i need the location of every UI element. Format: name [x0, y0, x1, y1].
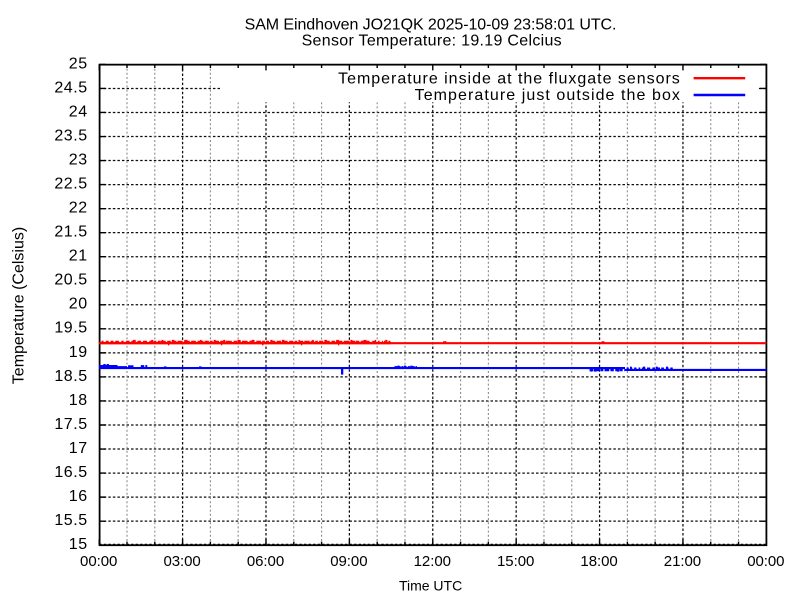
svg-text:06:00: 06:00 [247, 553, 284, 570]
svg-text:Time UTC: Time UTC [399, 578, 462, 594]
svg-text:18.5: 18.5 [54, 368, 87, 385]
svg-text:Temperature inside at the flux: Temperature inside at the fluxgate senso… [338, 70, 681, 87]
svg-text:21.5: 21.5 [54, 224, 87, 241]
svg-text:21: 21 [69, 248, 88, 265]
svg-text:09:00: 09:00 [330, 553, 367, 570]
svg-text:03:00: 03:00 [163, 553, 200, 570]
svg-text:22: 22 [69, 200, 88, 217]
svg-text:00:00: 00:00 [80, 553, 117, 570]
svg-text:24.5: 24.5 [54, 79, 87, 96]
svg-text:Sensor Temperature: 19.19 Celc: Sensor Temperature: 19.19 Celcius [302, 33, 562, 50]
svg-text:SAM Eindhoven JO21QK 2025-10-0: SAM Eindhoven JO21QK 2025-10-09 23:58:01… [245, 17, 617, 34]
svg-text:15: 15 [69, 536, 88, 553]
svg-text:12:00: 12:00 [414, 553, 451, 570]
svg-text:24: 24 [69, 103, 88, 120]
svg-text:17.5: 17.5 [54, 416, 87, 433]
svg-text:19: 19 [69, 344, 88, 361]
svg-text:21:00: 21:00 [664, 553, 701, 570]
svg-text:Temperature just outside the b: Temperature just outside the box [415, 87, 681, 104]
svg-text:Temperature (Celsius): Temperature (Celsius) [10, 227, 27, 384]
svg-text:20: 20 [69, 296, 88, 313]
svg-text:18:00: 18:00 [580, 553, 617, 570]
svg-text:15:00: 15:00 [497, 553, 534, 570]
svg-text:25: 25 [69, 55, 88, 72]
svg-text:20.5: 20.5 [54, 272, 87, 289]
svg-text:23: 23 [69, 151, 88, 168]
svg-text:17: 17 [69, 440, 88, 457]
svg-text:18: 18 [69, 392, 88, 409]
svg-text:22.5: 22.5 [54, 176, 87, 193]
svg-text:23.5: 23.5 [54, 127, 87, 144]
svg-text:16.5: 16.5 [54, 464, 87, 481]
svg-text:16: 16 [69, 488, 88, 505]
svg-text:00:00: 00:00 [747, 553, 784, 570]
svg-text:19.5: 19.5 [54, 320, 87, 337]
svg-text:15.5: 15.5 [54, 512, 87, 529]
